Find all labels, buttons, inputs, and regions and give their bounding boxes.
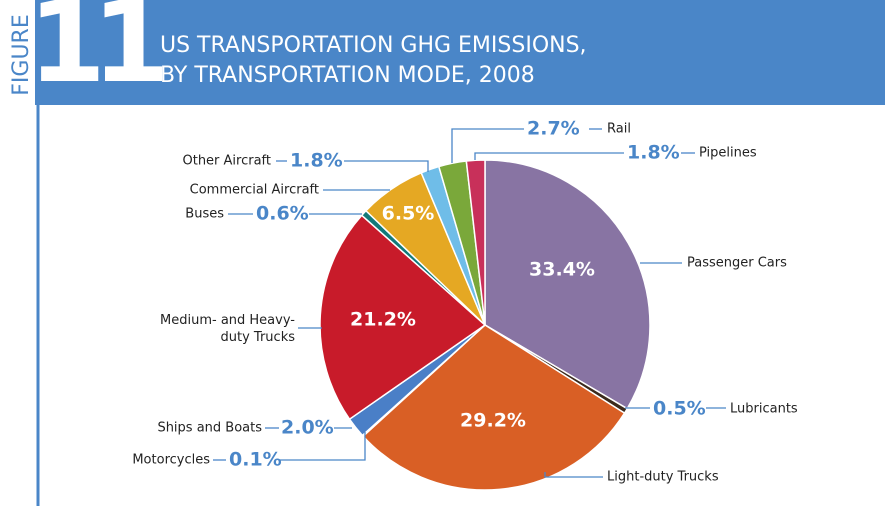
- value-label: 1.8%: [290, 150, 343, 172]
- slice-name: Lubricants: [730, 402, 798, 417]
- slice-name: Pipelines: [699, 146, 757, 161]
- value-label: 0.6%: [256, 203, 309, 225]
- value-label: 6.5%: [382, 203, 435, 225]
- slice-name: Passenger Cars: [687, 256, 787, 271]
- leader-line: [451, 128, 524, 163]
- figure-number: 11: [28, 0, 163, 108]
- value-label: 2.0%: [281, 417, 334, 439]
- value-label: 0.5%: [653, 398, 706, 420]
- value-label: 0.1%: [229, 449, 282, 471]
- value-label: 33.4%: [529, 259, 595, 281]
- slice-name: Other Aircraft: [182, 154, 271, 169]
- pie-slice: [484, 159, 651, 410]
- pie-slice: [319, 214, 487, 421]
- slice-name: Motorcycles: [132, 453, 210, 468]
- slice-name: Buses: [185, 207, 224, 222]
- leader-line: [280, 432, 366, 461]
- figure-label: FIGURE: [9, 14, 34, 95]
- chart-title: BY TRANSPORTATION MODE, 2008: [160, 63, 535, 88]
- slice-name: Light-duty Trucks: [607, 470, 719, 485]
- leader-line: [474, 152, 624, 160]
- pie-slice: [362, 324, 626, 491]
- value-label: 1.8%: [627, 142, 680, 164]
- value-label: 29.2%: [460, 410, 526, 432]
- slice-name: Rail: [607, 122, 631, 137]
- pie-slice: [465, 159, 486, 326]
- slice-name: Medium- and Heavy-duty Trucks: [160, 313, 295, 345]
- slice-name: Ships and Boats: [157, 421, 262, 436]
- slice-name: Commercial Aircraft: [190, 183, 319, 198]
- value-label: 21.2%: [350, 309, 416, 331]
- chart-title: US TRANSPORTATION GHG EMISSIONS,: [160, 33, 587, 58]
- header-band: [35, 0, 885, 105]
- leader-line: [544, 472, 603, 478]
- leader-line: [344, 160, 429, 172]
- value-label: 2.7%: [527, 118, 580, 140]
